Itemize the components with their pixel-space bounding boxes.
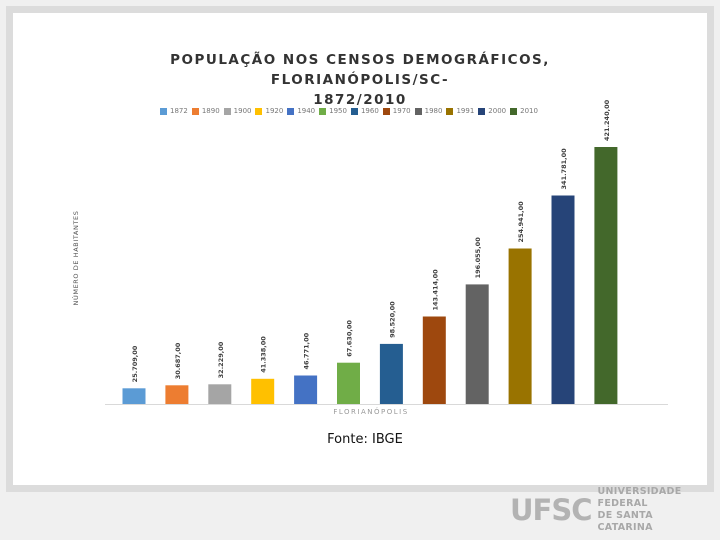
legend-swatch <box>191 107 199 115</box>
legend-label: 2010 <box>520 107 538 115</box>
legend-swatch <box>319 107 327 115</box>
legend-item-1872: 1872 <box>160 107 188 115</box>
data-label-1950: 67.630,00 <box>346 320 354 357</box>
legend-label: 1872 <box>170 107 188 115</box>
legend-label: 1950 <box>329 107 347 115</box>
legend-item-1980: 1980 <box>414 107 443 115</box>
legend-label: 1900 <box>233 107 252 115</box>
legend-item-1970: 1970 <box>382 107 411 115</box>
bar-1890 <box>165 385 189 404</box>
chart-title-line-1: POPULAÇÃO NOS CENSOS DEMOGRÁFICOS, FLORI… <box>170 52 550 88</box>
legend-swatch <box>510 107 518 115</box>
chart-title-line-2: 1872/2010 <box>313 92 407 108</box>
data-label-1872: 25.709,00 <box>131 345 139 382</box>
legend-swatch <box>223 107 231 115</box>
chart-card <box>13 13 707 485</box>
legend-swatch <box>382 107 390 115</box>
data-label-1980: 196.055,00 <box>474 237 482 279</box>
legend-label: 1890 <box>201 107 220 115</box>
chart-title: POPULAÇÃO NOS CENSOS DEMOGRÁFICOS, FLORI… <box>90 50 630 110</box>
chart-legend: 1872 1890 1900 1920 1940 1950 1960 1970 1980 1991… <box>160 104 580 118</box>
legend-label: 1940 <box>297 107 316 115</box>
data-label-1991: 254.941,00 <box>517 201 525 243</box>
legend-label: 1991 <box>456 107 475 115</box>
legend-swatch <box>446 107 454 115</box>
bar-1900 <box>208 384 232 404</box>
legend-swatch <box>160 107 167 115</box>
bar-2000 <box>551 195 575 404</box>
data-label-1900: 32.229,00 <box>217 341 225 378</box>
data-label-1960: 98.520,00 <box>388 301 396 338</box>
bar-1970 <box>422 316 446 404</box>
bar-1980 <box>465 284 489 404</box>
legend-swatch <box>287 107 295 115</box>
bar-1920 <box>251 378 275 404</box>
legend-swatch <box>478 107 486 115</box>
data-label-2010: 421.240,00 <box>603 99 611 141</box>
data-label-1940: 46.771,00 <box>303 332 311 369</box>
legend-swatch <box>414 107 422 115</box>
bar-1991 <box>508 248 532 404</box>
bar-1950 <box>337 362 360 404</box>
bar-1940 <box>294 375 318 404</box>
legend-label: 1960 <box>360 107 379 115</box>
data-label-1890: 30.687,00 <box>174 342 182 379</box>
legend-item-1960: 1960 <box>350 107 379 115</box>
x-axis-label: FLORIANÓPOLIS <box>333 408 409 416</box>
legend-item-1950: 1950 <box>319 107 347 115</box>
ufsc-logo: UFSC UNIVERSIDADE FEDERAL DE SANTA CATAR… <box>510 486 710 533</box>
ufsc-logo-mark: UFSC <box>510 493 593 527</box>
ufsc-logo-line-2: DE SANTA CATARINA <box>597 510 653 533</box>
legend-item-1920: 1920 <box>255 107 283 115</box>
legend-swatch <box>350 107 358 115</box>
legend-label: 1920 <box>265 107 284 115</box>
legend-item-2000: 2000 <box>478 107 506 115</box>
legend-item-1940: 1940 <box>287 107 315 115</box>
legend-item-1890: 1890 <box>191 107 220 115</box>
legend-item-1991: 1991 <box>446 107 474 115</box>
ufsc-logo-line-1: UNIVERSIDADE FEDERAL <box>597 486 682 509</box>
data-label-1920: 41.338,00 <box>260 336 268 373</box>
legend-label: 1980 <box>424 107 443 115</box>
data-label-2000: 341.781,00 <box>560 148 568 190</box>
bar-1960 <box>379 343 403 404</box>
legend-item-2010: 2010 <box>510 107 538 115</box>
bar-2010 <box>594 147 618 404</box>
source-note: Fonte: IBGE <box>327 432 403 447</box>
bar-1872 <box>122 388 146 404</box>
legend-label: 2000 <box>488 107 507 115</box>
data-label-1970: 143.414,00 <box>431 269 439 311</box>
legend-swatch <box>255 107 263 115</box>
legend-item-1900: 1900 <box>223 107 252 115</box>
legend-label: 1970 <box>392 107 411 115</box>
ufsc-logo-text: UNIVERSIDADE FEDERAL DE SANTA CATARINA <box>598 486 710 534</box>
